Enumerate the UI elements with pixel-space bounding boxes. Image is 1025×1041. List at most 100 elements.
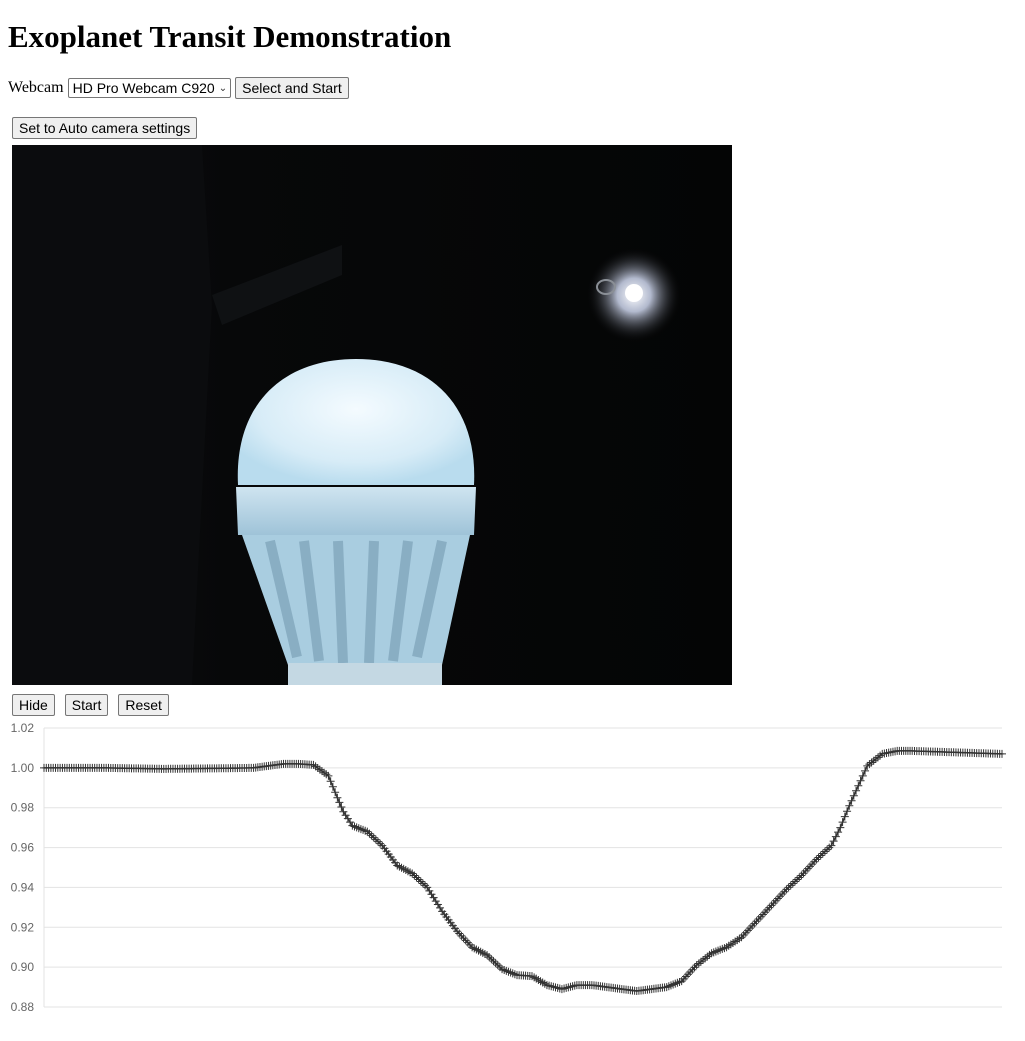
data-point <box>480 950 489 959</box>
data-point <box>701 954 710 963</box>
data-point <box>861 766 870 775</box>
data-point <box>352 823 361 832</box>
data-point <box>788 879 797 888</box>
data-point <box>671 979 680 988</box>
data-point <box>410 871 419 880</box>
data-point <box>735 934 744 943</box>
data-point <box>692 961 701 970</box>
page-title: Exoplanet Transit Demonstration <box>8 19 452 54</box>
data-point <box>530 973 539 982</box>
data-point <box>728 938 737 947</box>
data-point <box>333 793 342 802</box>
data-point <box>376 839 385 848</box>
data-point <box>474 946 483 955</box>
data-point <box>791 877 800 886</box>
data-point <box>675 977 684 986</box>
data-point <box>825 843 834 852</box>
data-point <box>487 955 496 964</box>
data-point <box>493 961 502 970</box>
data-point <box>849 791 858 800</box>
data-point <box>365 829 374 838</box>
data-point <box>393 861 402 870</box>
data-point <box>545 981 554 990</box>
webcam-selected-value: HD Pro Webcam C920 <box>72 80 215 96</box>
data-point <box>538 978 547 987</box>
data-point <box>718 944 727 953</box>
data-point <box>315 765 324 774</box>
data-point <box>793 875 802 884</box>
data-point <box>782 885 791 894</box>
data-point <box>557 985 566 994</box>
data-point <box>566 982 575 991</box>
auto-camera-settings-button[interactable]: Set to Auto camera settings <box>12 117 198 139</box>
data-point <box>673 978 682 987</box>
hide-button[interactable]: Hide <box>12 694 55 716</box>
data-point <box>865 760 874 769</box>
data-point <box>412 873 421 882</box>
data-point <box>707 949 716 958</box>
data-point <box>711 947 720 956</box>
select-and-start-button[interactable]: Select and Start <box>235 77 349 99</box>
data-point <box>845 801 854 810</box>
data-point <box>418 879 427 888</box>
data-point <box>720 944 729 953</box>
data-point <box>309 760 318 769</box>
data-point <box>498 965 507 974</box>
webcam-select[interactable]: HD Pro Webcam C920 ⌄ <box>67 78 232 98</box>
data-point <box>722 943 731 952</box>
data-point <box>733 936 742 945</box>
data-point <box>834 828 843 837</box>
data-point <box>705 950 714 959</box>
reset-button[interactable]: Reset <box>118 694 169 716</box>
data-point <box>489 957 498 966</box>
data-point <box>871 755 880 764</box>
y-tick-label: 0.92 <box>11 920 35 934</box>
light-curve-chart: 1.02 1.00 0.98 0.96 0.94 0.92 0.90 0.88 <box>0 718 1025 1036</box>
data-point <box>414 875 423 884</box>
data-point <box>812 855 821 864</box>
data-point <box>699 956 708 965</box>
data-point <box>500 965 509 974</box>
y-tick-label: 1.00 <box>11 761 35 775</box>
data-point <box>836 823 845 832</box>
data-point <box>363 827 372 836</box>
data-point <box>431 897 440 906</box>
data-point <box>838 818 847 827</box>
data-point <box>313 763 322 772</box>
data-point <box>731 937 740 946</box>
chevron-down-icon: ⌄ <box>218 82 228 94</box>
data-point <box>854 781 863 790</box>
data-point <box>551 983 560 992</box>
webcam-label: Webcam <box>8 79 64 96</box>
data-point <box>502 966 511 975</box>
data-point <box>421 881 430 890</box>
data-point <box>847 796 856 805</box>
data-point <box>709 948 718 957</box>
data-point <box>331 788 340 797</box>
data-point <box>856 776 865 785</box>
data-point <box>703 952 712 961</box>
data-point <box>348 821 357 830</box>
data-point <box>341 811 350 820</box>
data-point <box>324 771 333 780</box>
data-point <box>506 968 515 977</box>
y-tick-label: 0.90 <box>11 960 35 974</box>
data-point <box>350 822 359 831</box>
data-point <box>562 983 571 992</box>
data-point <box>374 837 383 846</box>
y-tick-label: 0.96 <box>11 841 35 855</box>
data-point <box>867 758 876 767</box>
data-point <box>326 777 335 786</box>
data-point <box>510 970 519 979</box>
data-point <box>425 886 434 895</box>
data-point <box>476 947 485 956</box>
webcam-video-feed <box>12 145 732 685</box>
y-tick-label: 0.88 <box>11 1000 35 1014</box>
data-point <box>335 798 344 807</box>
data-point <box>401 866 410 875</box>
start-button[interactable]: Start <box>64 694 109 716</box>
data-point <box>536 977 545 986</box>
data-point <box>998 749 1006 758</box>
data-point <box>694 959 703 968</box>
data-point <box>664 982 673 991</box>
